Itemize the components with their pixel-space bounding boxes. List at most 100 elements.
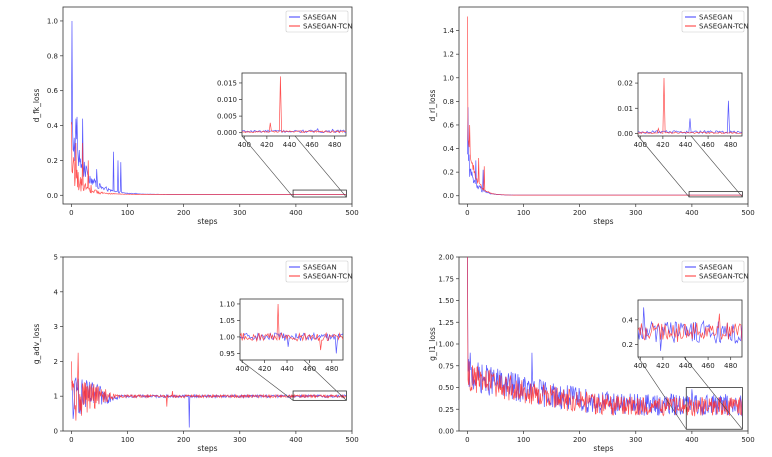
g_l1-y-axis-label: g_l1_loss bbox=[428, 327, 437, 361]
g_adv-inset-ytick-label: 1.10 bbox=[219, 300, 235, 308]
d_rl-ytick-label: 1.0 bbox=[443, 74, 454, 82]
d_rl-inset-xtick-label: 440 bbox=[679, 141, 692, 149]
legend-label-sasegan-tcn: SASEGAN-TCN bbox=[699, 23, 749, 31]
g_l1-zoom-region bbox=[685, 387, 743, 430]
d_fk-xtick-label: 200 bbox=[177, 209, 190, 217]
g_adv-inset-xtick-label: 460 bbox=[303, 365, 316, 373]
d_rl-xtick-label: 0 bbox=[465, 209, 469, 217]
d_fk-ytick-label: 0.2 bbox=[47, 157, 58, 165]
d_rl-ytick-label: 0.4 bbox=[443, 145, 455, 153]
g_adv-inset-xtick-label: 440 bbox=[280, 365, 293, 373]
legend-label-sasegan: SASEGAN bbox=[303, 14, 337, 22]
d_rl-inset-xtick-label: 420 bbox=[656, 141, 669, 149]
d_fk-inset-xtick-label: 480 bbox=[328, 141, 341, 149]
legend-label-sasegan-tcn: SASEGAN-TCN bbox=[303, 273, 353, 281]
g_adv-xtick-label: 300 bbox=[233, 436, 246, 444]
g_l1-xtick-label: 100 bbox=[517, 436, 530, 444]
chart-panel-g_l1: 0 100 200 300 400 500 0.00 0.25 0.50 0.75 1.00 1.25… bbox=[428, 254, 755, 454]
d_fk-xtick-label: 0 bbox=[69, 209, 73, 217]
d_fk-inset-xtick-label: 440 bbox=[283, 141, 296, 149]
d_rl-inset-ytick-label: 0.01 bbox=[617, 105, 633, 113]
d_rl-xtick-label: 500 bbox=[741, 209, 754, 217]
g_adv-xtick-label: 500 bbox=[345, 436, 358, 444]
d_rl-zoom-connector bbox=[637, 135, 690, 198]
series-line-sasegan-tcn bbox=[71, 352, 347, 421]
d_rl-inset-xtick-label: 400 bbox=[634, 141, 647, 149]
d_fk-xtick-label: 500 bbox=[345, 209, 358, 217]
d_fk-inset-xtick-label: 400 bbox=[238, 141, 251, 149]
g_l1-inset-xtick-label: 480 bbox=[724, 362, 737, 370]
d_fk-inset-ytick-label: 0.010 bbox=[217, 96, 237, 104]
g_l1-xtick-label: 500 bbox=[741, 436, 754, 444]
g_adv-inset-frame bbox=[239, 298, 344, 361]
g_adv-inset-xtick-label: 420 bbox=[258, 365, 271, 373]
g_l1-inset: 400 420 440 460 480 0.2 0.4 bbox=[622, 299, 743, 370]
d_rl-inset-frame bbox=[637, 72, 743, 137]
d_rl-ytick-label: 0.6 bbox=[443, 121, 455, 129]
d_fk-ytick-label: 0.0 bbox=[47, 192, 58, 200]
d_rl-inset-xtick-label: 480 bbox=[724, 141, 737, 149]
inset-series-line-sasegan-tcn bbox=[638, 313, 742, 343]
d_rl-y-axis-label: d_rl_loss bbox=[428, 89, 437, 121]
g_adv-ytick-label: 2 bbox=[54, 358, 58, 366]
d_fk-zoom-region bbox=[292, 189, 347, 198]
d_fk-legend bbox=[285, 10, 349, 33]
g_l1-ytick-label: 0.50 bbox=[438, 384, 454, 392]
g_adv-legend bbox=[285, 260, 349, 283]
d_fk-xtick-label: 300 bbox=[233, 209, 246, 217]
d_fk-ytick-label: 1.0 bbox=[47, 17, 58, 25]
g_adv-zoom-region bbox=[292, 390, 347, 401]
g_l1-xtick-label: 300 bbox=[629, 436, 642, 444]
g_adv-xtick-label: 0 bbox=[69, 436, 73, 444]
g_l1-ytick-label: 1.75 bbox=[438, 275, 454, 283]
chart-panel-d_rl: 0 100 200 300 400 500 0.0 0.2 0.4 0.6 0.8 1.0 1.2 1.4… bbox=[428, 6, 755, 226]
d_fk-xtick-label: 100 bbox=[121, 209, 134, 217]
d_rl-inset: 400 420 440 460 480 0.00 0.01 0.02 bbox=[617, 72, 743, 149]
chart-panel-d_fk: 0 100 200 300 400 500 0.0 0.2 0.4 0.6 0.8 1.0 steps d… bbox=[32, 6, 359, 226]
legend-label-sasegan: SASEGAN bbox=[699, 14, 733, 22]
series-line-sasegan bbox=[71, 377, 347, 428]
g_adv-zoom-connector bbox=[239, 359, 294, 401]
g_adv-ytick-label: 4 bbox=[54, 288, 59, 296]
d_fk-inset-ytick-label: 0.015 bbox=[217, 79, 237, 87]
g_l1-legend bbox=[681, 260, 745, 283]
d_fk-xtick-label: 400 bbox=[289, 209, 302, 217]
g_adv-ytick-label: 1 bbox=[54, 393, 58, 401]
legend-label-sasegan-tcn: SASEGAN-TCN bbox=[303, 23, 353, 31]
inset-series-line-sasegan-tcn bbox=[638, 78, 742, 134]
d_fk-inset-frame bbox=[241, 72, 347, 137]
g_adv-inset-xtick-label: 400 bbox=[236, 365, 249, 373]
d_rl-ytick-label: 1.2 bbox=[443, 51, 454, 59]
d_fk-inset-ytick-label: 0.005 bbox=[217, 113, 237, 121]
d_fk-ytick-label: 0.4 bbox=[47, 122, 59, 130]
series-line-sasegan-tcn bbox=[71, 122, 347, 195]
g_l1-ytick-label: 0.25 bbox=[438, 406, 454, 414]
g_adv-inset: 400 420 440 460 480 0.95 1.00 1.05 1.10 bbox=[219, 298, 344, 373]
g_l1-x-axis-label: steps bbox=[593, 444, 613, 453]
g_l1-inset-ytick-label: 0.2 bbox=[622, 341, 633, 349]
d_rl-ytick-label: 0.8 bbox=[443, 98, 454, 106]
g_adv-ytick-label: 3 bbox=[54, 323, 58, 331]
g_l1-ytick-label: 2.00 bbox=[438, 254, 454, 262]
d_fk-zoom-connector bbox=[241, 135, 294, 198]
d_rl-ytick-label: 0.2 bbox=[443, 169, 454, 177]
g_l1-ytick-label: 0.75 bbox=[438, 362, 454, 370]
d_fk-y-axis-label: d_fk_loss bbox=[32, 89, 41, 123]
g_adv-y-axis-label: g_adv_loss bbox=[32, 324, 41, 365]
g_adv-inset-ytick-label: 0.95 bbox=[219, 350, 235, 358]
chart-panel-g_adv: 0 100 200 300 400 500 0 1 2 3 4 5 steps g_adv_loss SAS… bbox=[32, 254, 359, 454]
d_rl-zoom-region bbox=[688, 191, 743, 198]
d_fk-inset-xtick-label: 460 bbox=[305, 141, 318, 149]
d_fk-x-axis-label: steps bbox=[197, 217, 217, 226]
g_l1-inset-xtick-label: 400 bbox=[634, 362, 647, 370]
inset-series-line-sasegan-tcn bbox=[240, 303, 343, 351]
g_adv-ytick-label: 5 bbox=[54, 254, 58, 262]
g_adv-xtick-label: 200 bbox=[177, 436, 190, 444]
g_adv-inset-ytick-label: 1.00 bbox=[219, 333, 235, 341]
g_adv-ytick-label: 0 bbox=[54, 428, 58, 436]
d_rl-xtick-label: 100 bbox=[517, 209, 530, 217]
d_rl-inset-ytick-label: 0.00 bbox=[617, 130, 633, 138]
d_fk-ytick-label: 0.6 bbox=[47, 87, 59, 95]
g_l1-ytick-label: 0.00 bbox=[438, 428, 454, 436]
